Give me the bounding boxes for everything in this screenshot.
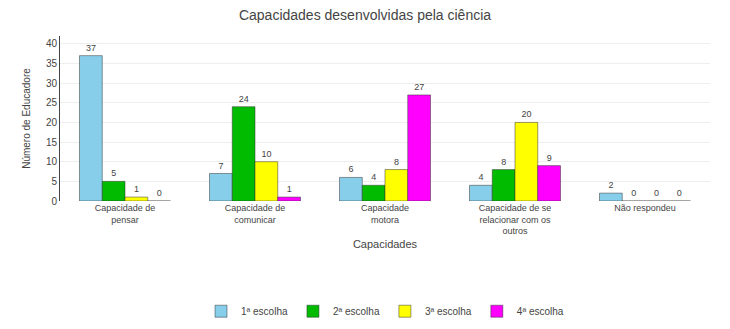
svg-text:8: 8 (394, 157, 399, 167)
svg-text:1: 1 (134, 184, 139, 194)
svg-text:4ª escolha: 4ª escolha (517, 306, 564, 317)
svg-text:2: 2 (608, 180, 613, 190)
svg-text:0: 0 (654, 188, 659, 198)
svg-text:20: 20 (46, 117, 58, 128)
svg-text:3ª escolha: 3ª escolha (425, 306, 472, 317)
svg-text:0: 0 (677, 188, 682, 198)
svg-text:4: 4 (478, 172, 483, 182)
svg-text:4: 4 (371, 172, 376, 182)
svg-text:Capacidades: Capacidades (353, 238, 418, 250)
svg-text:Não respondeu: Não respondeu (614, 203, 676, 213)
svg-text:10: 10 (261, 149, 271, 159)
svg-text:0: 0 (51, 196, 57, 207)
svg-text:25: 25 (46, 97, 58, 108)
svg-text:5: 5 (111, 168, 116, 178)
svg-text:0: 0 (157, 188, 162, 198)
svg-text:20: 20 (521, 109, 531, 119)
svg-text:40: 40 (46, 38, 58, 49)
svg-text:0: 0 (631, 188, 636, 198)
svg-text:8: 8 (501, 157, 506, 167)
svg-text:30: 30 (46, 78, 58, 89)
svg-text:1: 1 (287, 184, 292, 194)
svg-text:10: 10 (46, 156, 58, 167)
svg-text:35: 35 (46, 58, 58, 69)
svg-text:24: 24 (239, 94, 249, 104)
svg-text:1ª escolha: 1ª escolha (241, 306, 288, 317)
svg-text:9: 9 (547, 153, 552, 163)
svg-text:Capacidademotora: Capacidademotora (361, 203, 409, 225)
svg-text:Capacidade decomunicar: Capacidade decomunicar (225, 203, 286, 225)
svg-text:2ª escolha: 2ª escolha (333, 306, 380, 317)
svg-text:5: 5 (51, 176, 57, 187)
svg-text:27: 27 (414, 82, 424, 92)
svg-text:Capacidades desenvolvidas pela: Capacidades desenvolvidas pela ciência (239, 7, 491, 23)
svg-text:15: 15 (46, 137, 58, 148)
svg-text:Capacidade de serelacionar com: Capacidade de serelacionar com osoutros (479, 203, 552, 236)
svg-text:6: 6 (348, 164, 353, 174)
svg-text:Capacidade depensar: Capacidade depensar (95, 203, 156, 225)
svg-text:Número de Educadore: Número de Educadore (21, 68, 32, 169)
svg-text:37: 37 (86, 43, 96, 53)
svg-text:7: 7 (218, 161, 223, 171)
